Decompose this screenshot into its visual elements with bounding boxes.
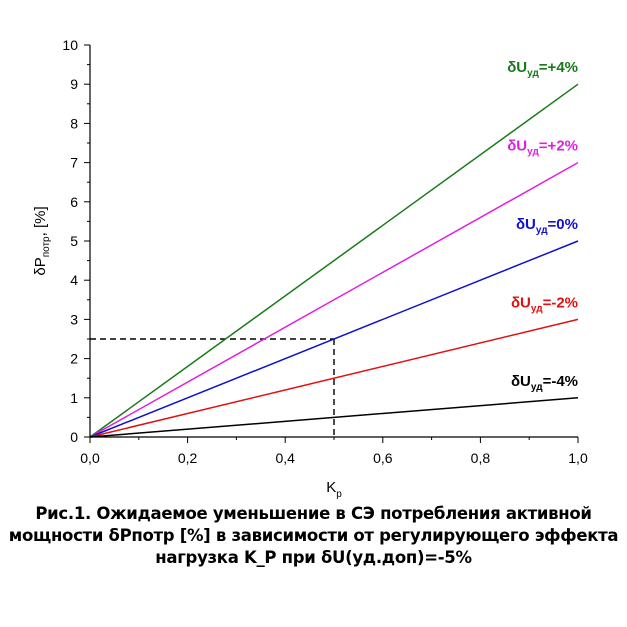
x-tick-label: 1,0 [568,450,588,466]
series-label-1: δUуд=+2% [507,138,578,158]
caption-line-2: мощности δPпотр [%] в зависимости от рег… [8,526,619,545]
y-tick-label: 1 [70,390,78,406]
line-chart: 0 1 2 3 4 5 6 7 8 9 10 0,0 0,2 0,4 0,6 0,8 1,0 δUуд=+4% δ… [32,37,588,500]
y-tick-label: 4 [70,272,78,288]
x-tick-label: 0,6 [373,450,393,466]
x-tick-label: 0,0 [80,450,100,466]
caption-line-3: нагрузка K_P при δU(уд.доп)=-5% [155,548,472,567]
series-line-4 [89,397,579,438]
series-label-0: δUуд=+4% [507,59,578,79]
series-line-0 [89,83,579,438]
y-axis-title: δPпотр, [%] [32,206,52,275]
x-tick-label: 0,2 [178,450,198,466]
x-tick-label: 0,4 [275,450,295,466]
x-axis-title: Kр [326,479,342,500]
y-tick-label: 0 [70,429,78,445]
series-label-2: δUуд=0% [516,216,578,236]
series-line-1 [89,161,579,438]
y-tick-label: 9 [70,76,78,92]
caption-line-1: Рис.1. Ожидаемое уменьшение в СЭ потребл… [35,504,592,523]
y-tick-label: 5 [70,233,78,249]
figure-caption: Рис.1. Ожидаемое уменьшение в СЭ потребл… [0,503,627,569]
series-label-3: δUуд=-2% [511,294,578,314]
series-line-3 [89,318,579,438]
series-line-2 [89,240,579,438]
series-label-4: δUуд=-4% [511,373,578,393]
y-tick-label: 6 [70,194,78,210]
y-tick-label: 2 [70,351,78,367]
x-tick-label: 0,8 [471,450,491,466]
y-tick-label: 7 [70,155,78,171]
y-tick-label: 10 [62,37,78,53]
y-tick-label: 8 [70,115,78,131]
y-tick-label: 3 [70,311,78,327]
